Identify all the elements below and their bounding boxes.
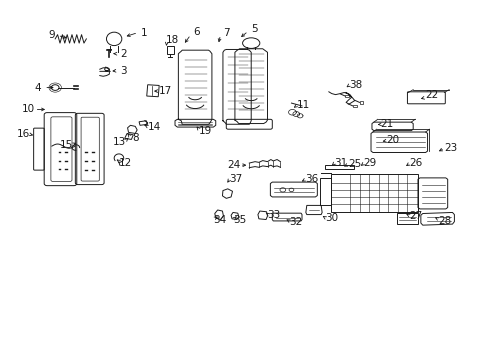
Text: 11: 11	[296, 100, 309, 110]
Text: 19: 19	[198, 126, 211, 136]
Text: 9: 9	[48, 30, 55, 40]
Text: 31: 31	[333, 158, 346, 168]
Text: 7: 7	[223, 27, 229, 37]
Text: 30: 30	[325, 213, 338, 223]
Text: 28: 28	[437, 216, 450, 226]
Text: 14: 14	[147, 122, 161, 132]
Text: 4: 4	[34, 82, 41, 93]
Text: 1: 1	[140, 27, 147, 37]
Text: 25: 25	[347, 159, 361, 169]
Text: 15: 15	[60, 140, 73, 150]
Text: 10: 10	[22, 104, 35, 114]
Text: 12: 12	[119, 158, 132, 168]
Text: 21: 21	[380, 119, 393, 129]
Text: 33: 33	[267, 210, 280, 220]
Text: 17: 17	[159, 86, 172, 96]
Text: 8: 8	[132, 133, 138, 143]
Text: 26: 26	[408, 158, 422, 168]
Text: 18: 18	[165, 35, 179, 45]
Text: 24: 24	[227, 160, 240, 170]
Text: 34: 34	[212, 215, 226, 225]
Text: 2: 2	[120, 49, 126, 59]
Text: 37: 37	[229, 174, 242, 184]
Text: 13: 13	[113, 137, 126, 147]
Text: 27: 27	[408, 211, 422, 221]
Text: 35: 35	[233, 215, 246, 225]
Text: 5: 5	[250, 24, 257, 34]
Text: 29: 29	[363, 158, 376, 168]
Text: 38: 38	[348, 80, 362, 90]
Text: 32: 32	[289, 217, 302, 227]
Text: 20: 20	[386, 135, 399, 145]
Text: 22: 22	[424, 90, 437, 100]
Text: 36: 36	[305, 174, 318, 184]
Text: 3: 3	[120, 66, 126, 76]
Text: 23: 23	[443, 143, 456, 153]
Text: 6: 6	[193, 27, 200, 37]
Text: 16: 16	[17, 129, 30, 139]
